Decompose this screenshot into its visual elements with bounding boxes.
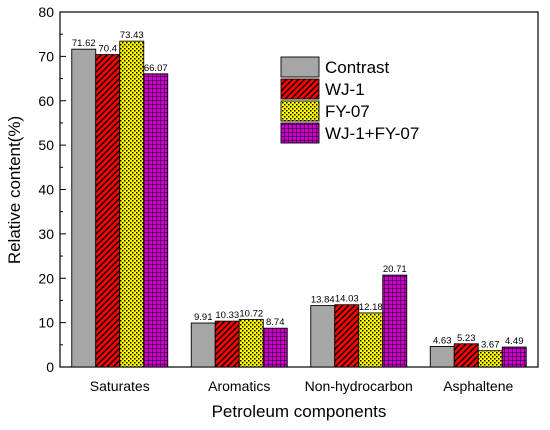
x-axis-label: Petroleum components [212,402,387,421]
data-label: 9.91 [194,312,213,323]
data-label: 3.67 [481,340,500,351]
y-tick-label: 20 [38,270,54,286]
x-tick-label: Saturates [90,378,150,394]
bar-fy-07-asphaltene [477,350,503,368]
data-label: 73.43 [120,30,144,41]
y-tick-label: 70 [38,48,54,64]
data-label: 20.71 [383,264,407,275]
y-tick-label: 60 [38,93,54,109]
y-tick-label: 0 [46,359,54,375]
data-label: 70.4 [99,44,118,55]
legend-swatch [280,100,320,122]
x-tick-label: Non-hydrocarbon [305,378,413,394]
data-labels-group: 71.62 70.473.43 66.07 9.91 10.33 10.728.74 13.… [72,30,524,351]
y-tick-label: 80 [38,4,54,20]
data-label: 8.74 [266,317,285,328]
data-label: 12.18 [359,302,383,313]
data-label: 13.84 [311,295,335,306]
legend-label: Contrast [325,58,390,77]
bar-contrast-asphaltene [429,346,455,368]
y-tick-label: 10 [38,315,54,331]
legend: Contrast WJ-1 FY-07 WJ-1+FY-07 [280,56,419,144]
data-label: 4.49 [505,336,524,347]
legend-label: WJ-1 [325,80,365,99]
bar-fy-07-aromatics [238,318,264,368]
legend-swatch [280,122,320,144]
bar-wj-1-fy-07-asphaltene [501,346,527,368]
data-label: 71.62 [72,38,96,49]
data-label: 5.23 [457,333,476,344]
data-label: 4.63 [433,335,452,346]
x-axis: Saturates Aromatics Non-hydrocarbon Asphalt… [90,362,513,394]
bars-group [71,40,527,368]
bar-wj-1-aromatics [214,320,240,368]
bar-contrast-aromatics [190,322,216,368]
bar-fy-07-saturates [119,40,145,368]
bar-contrast-saturates [71,48,97,368]
bar-wj-1-saturates [95,54,121,368]
bar-contrast-non-hydrocarbon [310,305,336,368]
legend-label: FY-07 [325,102,370,121]
bar-wj-1-fy-07-saturates [143,73,169,368]
legend-swatch [280,56,320,78]
x-tick-label: Asphaltene [443,378,513,394]
data-label: 10.33 [215,310,239,321]
bar-wj-1-non-hydrocarbon [334,304,360,368]
bar-wj-1-asphaltene [453,343,479,368]
legend-label: WJ-1+FY-07 [325,124,419,143]
data-label: 14.03 [335,294,359,305]
y-tick-label: 40 [38,182,54,198]
y-tick-label: 50 [38,137,54,153]
y-axis: 0 10 20 30 40 50 60 70 80 [38,4,66,375]
legend-swatch [280,78,320,100]
y-tick-label: 30 [38,226,54,242]
x-tick-label: Aromatics [208,378,270,394]
bar-wj-1-fy-07-non-hydrocarbon [382,274,408,368]
bar-fy-07-non-hydrocarbon [358,312,384,368]
bar-wj-1-fy-07-aromatics [262,327,288,368]
y-axis-label: Relative content(%) [5,116,24,264]
data-label: 66.07 [144,63,168,74]
data-label: 10.72 [239,308,263,319]
